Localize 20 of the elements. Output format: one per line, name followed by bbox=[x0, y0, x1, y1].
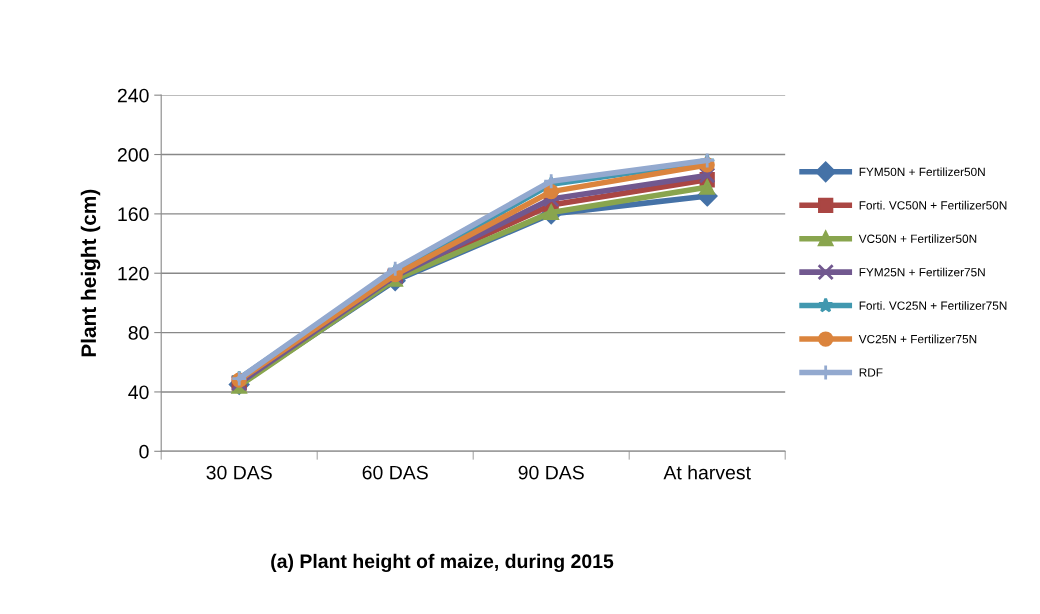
x-tick-label: At harvest bbox=[663, 465, 751, 480]
y-tick-label: 240 bbox=[117, 88, 149, 103]
legend-label: FYM25N + Fertilizer75N bbox=[859, 267, 985, 277]
y-tick-label: 120 bbox=[118, 266, 149, 281]
legend-label: RDF bbox=[859, 368, 883, 377]
x-tick-label: 60 DAS bbox=[362, 465, 428, 480]
y-tick-label: 40 bbox=[128, 385, 149, 400]
text: (a) Plant height of maize, during 2015 bbox=[271, 553, 614, 573]
y-tick-label: 160 bbox=[118, 207, 149, 222]
legend-label: Forti. VC25N + Fertilizer75N bbox=[859, 301, 1007, 310]
y-axis-title: Plant height (cm) bbox=[80, 189, 101, 357]
legend-label: VC50N + Fertilizer50N bbox=[858, 234, 977, 243]
x-tick-label: 90 DAS bbox=[518, 465, 584, 480]
legend-label: VC25N + Fertilizer75N bbox=[858, 334, 977, 344]
y-tick-label: 200 bbox=[117, 147, 149, 162]
x-tick-label: 30 DAS bbox=[206, 465, 272, 480]
y-tick-label: 80 bbox=[128, 326, 149, 340]
legend-label: Forti. VC50N + Fertilizer50N bbox=[859, 200, 1007, 210]
legend-label: FYM50N + Fertilizer50N bbox=[859, 167, 985, 177]
y-tick-label: 0 bbox=[139, 444, 149, 459]
